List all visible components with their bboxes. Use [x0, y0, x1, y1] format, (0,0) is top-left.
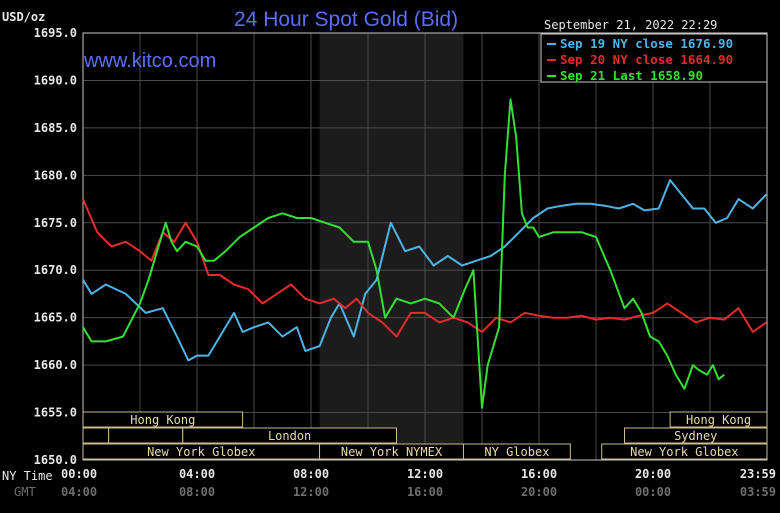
x-tick-ny: 04:00: [179, 467, 215, 481]
x-tick-ny: 08:00: [293, 467, 329, 481]
ny-time-label: NY Time: [2, 469, 53, 483]
chart-timestamp: September 21, 2022 22:29: [544, 18, 717, 32]
y-tick-label: 1670.0: [34, 263, 77, 277]
session-bar: New York Globex: [601, 443, 768, 460]
x-tick-ny: 00:00: [61, 467, 97, 481]
legend-entry: Sep 20 NY close 1664.90: [560, 52, 733, 67]
x-tick-gmt: 08:00: [179, 485, 215, 499]
nymex-session-shade: [319, 33, 464, 460]
y-axis-unit-label: USD/oz: [2, 10, 45, 24]
x-tick-ny: 23:59: [740, 467, 776, 481]
y-tick-label: 1680.0: [34, 168, 77, 182]
session-box: [601, 443, 768, 460]
plot-frame: [82, 32, 768, 461]
x-tick-gmt: 20:00: [521, 485, 557, 499]
legend-entry: Sep 19 NY close 1676.90: [560, 36, 733, 51]
session-label: Hong Kong: [686, 413, 751, 427]
y-tick-label: 1665.0: [34, 311, 77, 325]
session-label: London: [268, 429, 311, 443]
x-tick-gmt: 04:00: [61, 485, 97, 499]
session-box: [462, 443, 571, 460]
y-tick-label: 1660.0: [34, 358, 77, 372]
session-bar: New York Globex: [82, 443, 321, 460]
market-sessions: Hong Kong Hong Kong London Sydney New York G…: [82, 411, 768, 460]
kitco-watermark: www.kitco.com: [83, 50, 216, 72]
x-tick-gmt: 00:00: [635, 485, 671, 499]
x-tick-gmt: 03:59: [740, 485, 776, 499]
y-tick-label: 1690.0: [34, 73, 77, 87]
y-tick-label: 1650.0: [34, 453, 77, 467]
session-box: [82, 411, 244, 428]
y-tick-label: 1675.0: [34, 216, 77, 230]
session-label: Sydney: [674, 429, 717, 443]
session-bar: London: [182, 427, 397, 444]
session-label: NY Globex: [484, 445, 549, 459]
y-tick-labels: 1695.0 1690.0 1685.0 1680.0 1675.0 1670.0 1665…: [34, 26, 77, 467]
session-label: New York NYMEX: [341, 445, 443, 459]
y-tick-label: 1695.0: [34, 26, 77, 40]
session-box: [182, 427, 397, 444]
session-box: [108, 427, 184, 444]
y-tick-label: 1655.0: [34, 406, 77, 420]
session-label: Hong Kong: [130, 413, 195, 427]
legend-box: [540, 33, 768, 83]
legend-entry: Sep 21 Last 1658.90: [560, 68, 703, 83]
x-tick-ny: 20:00: [635, 467, 671, 481]
session-bar: Sydney: [624, 427, 768, 444]
series-line: [82, 179, 768, 362]
session-bar: [82, 427, 110, 444]
session-label: New York Globex: [630, 445, 738, 459]
session-bar: [108, 427, 184, 444]
x-tick-gmt: 16:00: [407, 485, 443, 499]
session-bar: New York NYMEX: [319, 443, 464, 460]
series-line: [82, 98, 725, 409]
session-bar: NY Globex: [462, 443, 571, 460]
session-label: New York Globex: [147, 445, 255, 459]
x-tick-labels: 00:00 04:00 04:00 08:00 08:00 12:00 12:00 16:00…: [61, 467, 776, 499]
session-bar: Hong Kong: [669, 411, 768, 428]
series-lines: [82, 98, 768, 409]
series-line: [82, 198, 767, 338]
y-tick-label: 1685.0: [34, 121, 77, 135]
x-tick-ny: 12:00: [407, 467, 443, 481]
session-box: [82, 427, 110, 444]
x-tick-gmt: 12:00: [293, 485, 329, 499]
chart-title: 24 Hour Spot Gold (Bid): [234, 8, 458, 31]
session-box: [669, 411, 768, 428]
gmt-label: GMT: [14, 485, 36, 499]
session-box: [624, 427, 768, 444]
x-tick-ny: 16:00: [521, 467, 557, 481]
session-bar: Hong Kong: [82, 411, 244, 428]
